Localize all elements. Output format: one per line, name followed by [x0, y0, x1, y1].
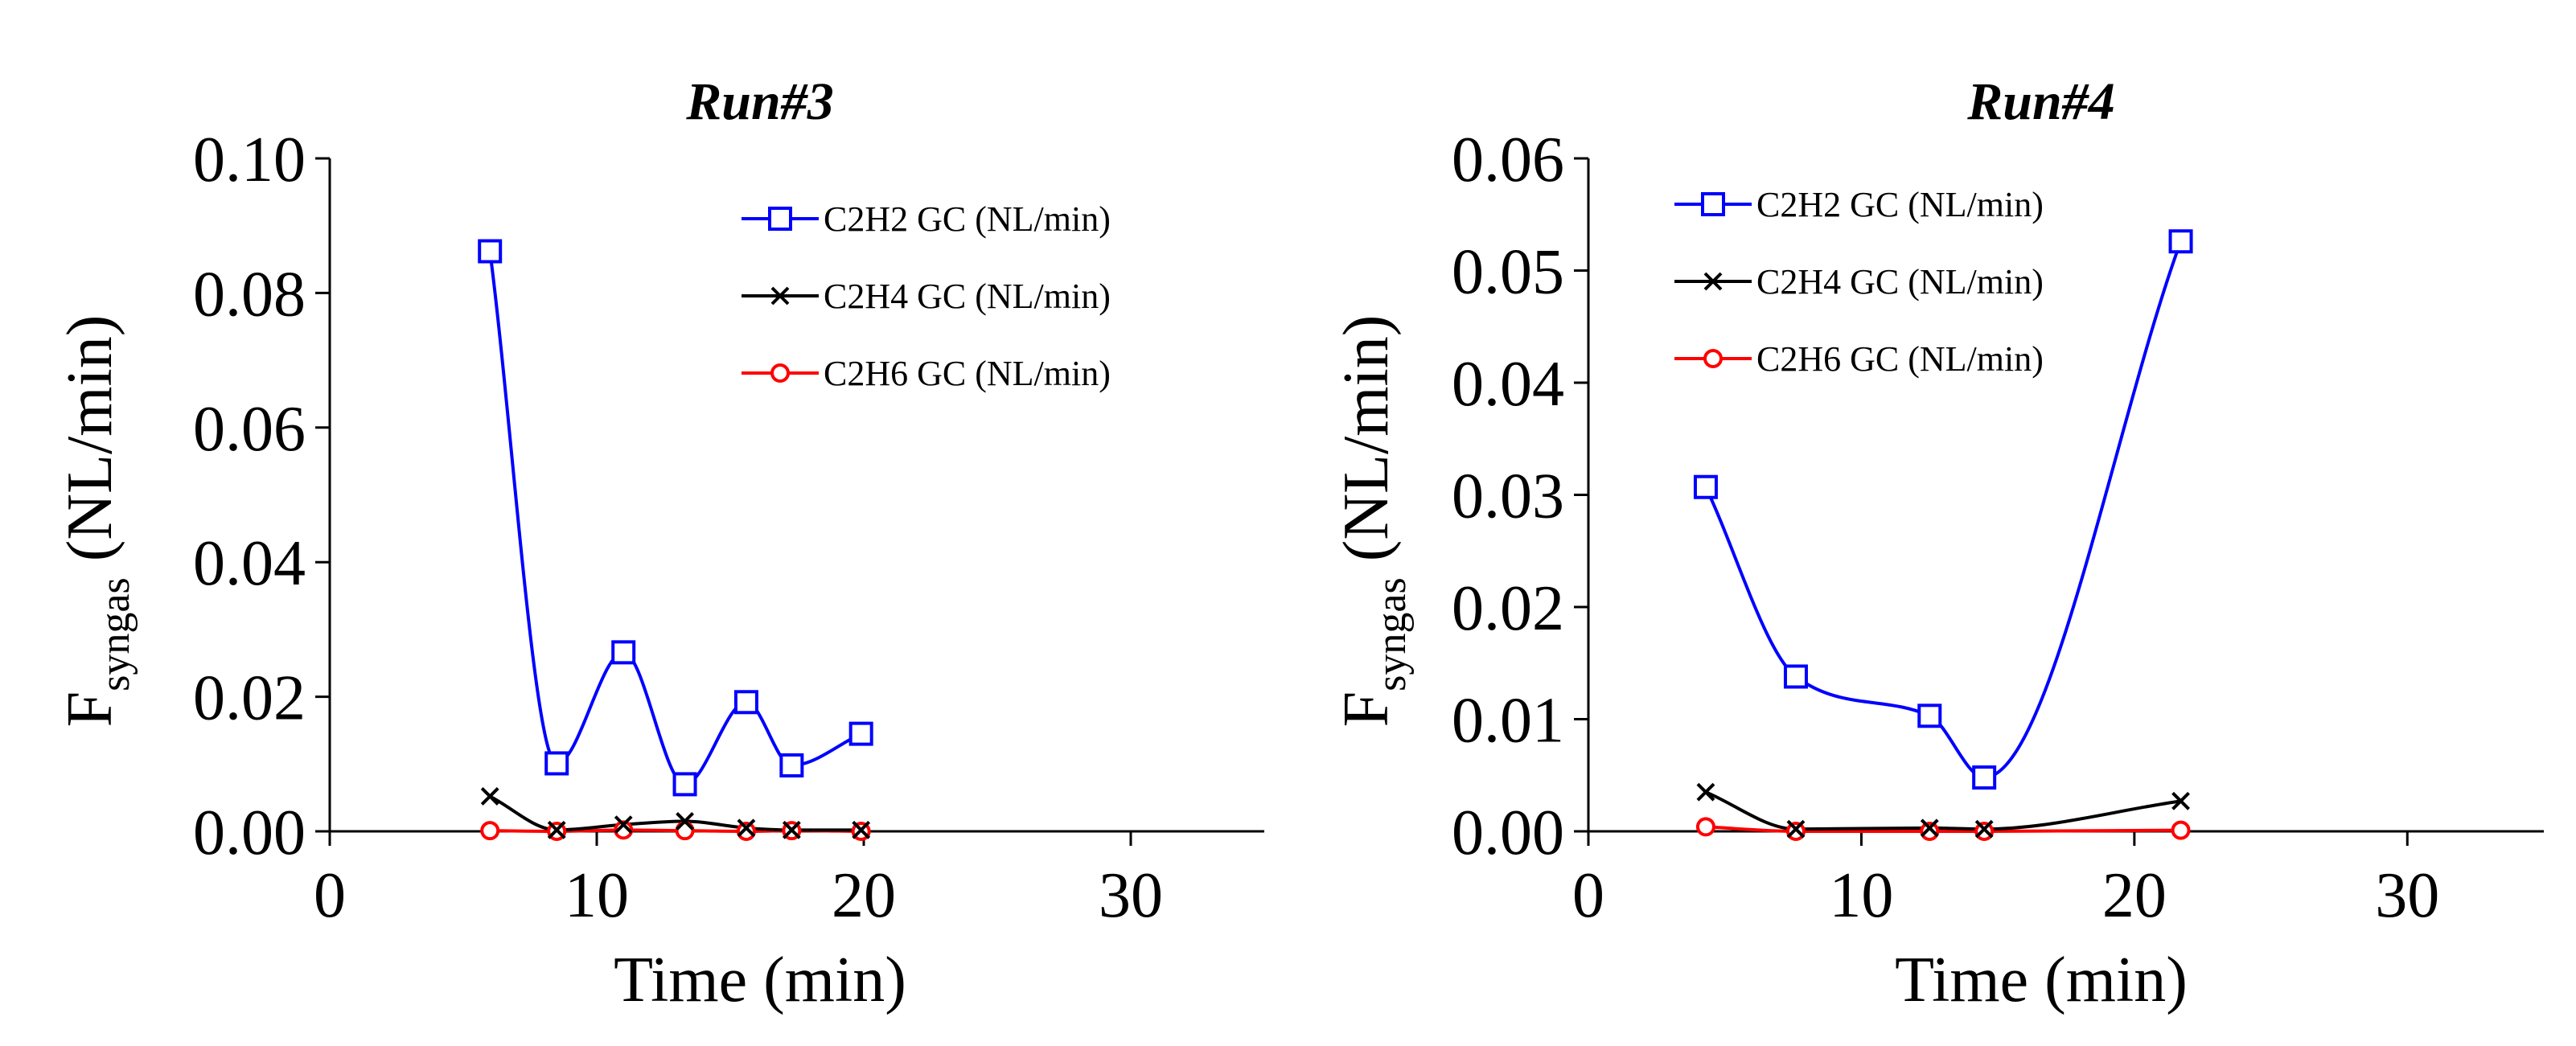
data-point-x — [2171, 791, 2190, 810]
data-point-x — [480, 787, 499, 806]
data-point-square — [1783, 664, 1808, 689]
data-point-x — [1703, 272, 1723, 291]
data-point-circle — [1703, 349, 1723, 368]
y-axis-label: Fsyngas (NL/min) — [55, 315, 138, 728]
data-point-x — [1920, 818, 1939, 838]
y-axis-label-main: F — [55, 691, 125, 728]
data-point-circle — [770, 363, 790, 383]
x-tick-label: 0 — [314, 860, 346, 931]
x-axis-label: Time (min) — [614, 945, 906, 1015]
plot-area: 0.00 0.01 0.02 0.03 0.04 0.05 0.06 0 10 20 30 C2H2 … — [1452, 125, 2544, 931]
data-point-circle — [1920, 822, 1940, 841]
y-tick-label: 0.00 — [193, 798, 306, 868]
data-point-square — [848, 721, 873, 746]
y-axis-label-subscript: syngas — [92, 577, 138, 691]
x-tick-label: 10 — [565, 860, 629, 931]
y-tick-label: 0.04 — [1452, 349, 1564, 420]
x-tick-label: 30 — [1099, 860, 1163, 931]
data-point-square — [1701, 192, 1725, 216]
y-axis-label-unit: (NL/min) — [1331, 315, 1402, 578]
data-point-x — [676, 812, 694, 831]
y-tick-label: 0.02 — [193, 663, 306, 734]
data-point-circle — [614, 820, 634, 840]
y-tick-label: 0.05 — [1452, 237, 1564, 308]
y-axis-label: Fsyngas (NL/min) — [1331, 315, 1415, 728]
legend-label: C2H4 GC (NL/min) — [1756, 262, 2044, 301]
y-tick-label: 0.06 — [193, 394, 306, 465]
data-point-x — [782, 820, 801, 839]
legend: C2H2 GC (NL/min) C2H4 GC (NL/min) C2H6 GC … — [742, 199, 1111, 393]
data-point-x — [1974, 819, 1994, 839]
x-tick-label: 0 — [1572, 860, 1604, 931]
data-point-circle — [1695, 817, 1715, 837]
y-tick-label: 0.00 — [1452, 798, 1564, 868]
series-line — [1704, 240, 2183, 780]
chart-title: Run#4 — [1966, 72, 2114, 131]
y-tick-label: 0.10 — [193, 125, 306, 195]
data-point-square — [779, 753, 804, 777]
data-point-square — [672, 772, 697, 797]
legend-label: C2H6 GC (NL/min) — [824, 354, 1111, 393]
y-axis-label-unit: (NL/min) — [55, 315, 125, 578]
x-axis-label: Time (min) — [1895, 945, 2188, 1015]
data-point-square — [1917, 703, 1942, 728]
x-tick-label: 30 — [2375, 860, 2439, 931]
y-tick-label: 0.06 — [1452, 125, 1564, 195]
y-axis-label-main: F — [1331, 691, 1402, 728]
data-point-square — [544, 751, 569, 776]
y-tick-label: 0.02 — [1452, 573, 1564, 644]
data-point-x — [770, 286, 790, 306]
chart-title: Run#3 — [685, 72, 833, 131]
data-point-square — [733, 690, 758, 715]
y-tick-label: 0.08 — [193, 259, 306, 330]
svg-text:Fsyngas (NL/min): Fsyngas (NL/min) — [1331, 315, 1415, 728]
svg-text:Fsyngas (NL/min): Fsyngas (NL/min) — [55, 315, 138, 728]
data-point-x — [547, 820, 566, 839]
y-axis-label-subscript: syngas — [1369, 577, 1415, 691]
chart-panel-run4: Run#4 Time (min) Fsyngas (NL/min) 0.000.… — [1331, 72, 2544, 1015]
data-point-circle — [2171, 820, 2191, 840]
y-tick-label: 0.01 — [1452, 686, 1564, 757]
series-line — [488, 251, 862, 786]
data-point-square — [478, 239, 503, 264]
data-point-x — [737, 818, 756, 838]
legend-label: C2H4 GC (NL/min) — [824, 277, 1111, 316]
data-point-x — [1696, 782, 1715, 802]
x-tick-label: 10 — [1829, 860, 1893, 931]
chart-panel-run3: Run#3 Time (min) Fsyngas (NL/min) 0.000.… — [55, 72, 1264, 1015]
data-point-x — [1786, 819, 1806, 839]
data-point-square — [1693, 474, 1718, 499]
data-point-square — [2168, 229, 2193, 254]
x-tick-label: 20 — [2102, 860, 2167, 931]
data-point-x — [614, 815, 633, 835]
data-point-circle — [736, 822, 756, 841]
legend-label: C2H2 GC (NL/min) — [1756, 185, 2044, 224]
data-point-x — [852, 820, 871, 839]
legend: C2H2 GC (NL/min) C2H4 GC (NL/min) C2H6 GC … — [1674, 185, 2044, 379]
data-point-circle — [480, 821, 500, 841]
y-tick-label: 0.03 — [1452, 461, 1564, 532]
data-point-square — [611, 640, 636, 665]
legend-label: C2H6 GC (NL/min) — [1756, 339, 2044, 379]
data-point-square — [768, 207, 792, 231]
data-point-square — [1972, 765, 1997, 790]
legend-label: C2H2 GC (NL/min) — [824, 199, 1111, 239]
y-tick-label: 0.04 — [193, 528, 306, 599]
x-tick-label: 20 — [832, 860, 896, 931]
plot-area: 0.00 0.02 0.04 0.06 0.08 0.10 0 10 20 30 C2H2 GC (… — [193, 125, 1264, 931]
